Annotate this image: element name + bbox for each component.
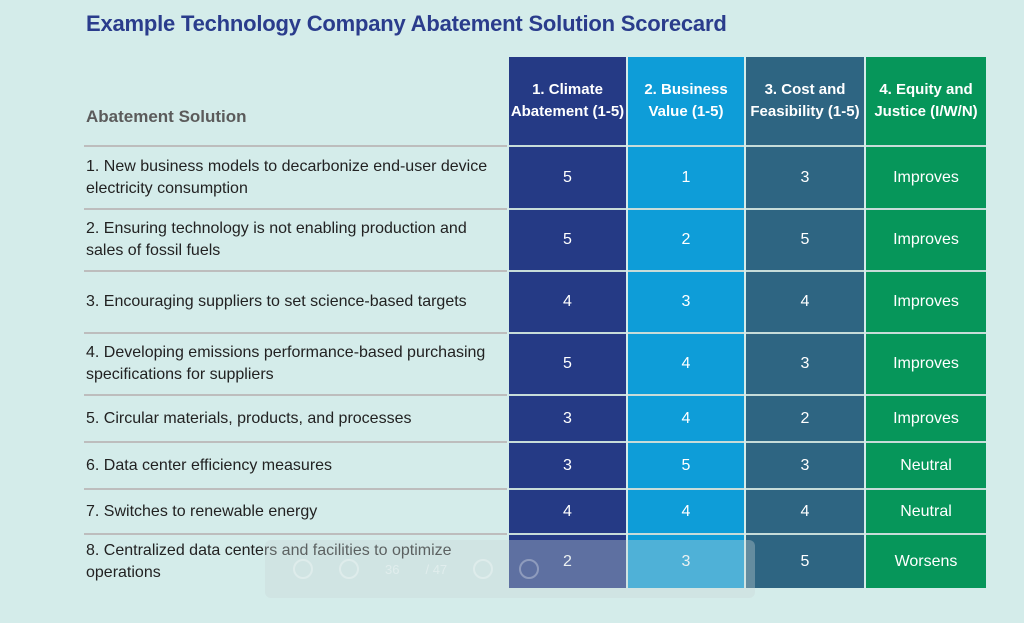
climate-score: 4 <box>509 488 626 533</box>
equity-rating: Improves <box>866 145 986 208</box>
climate-score: 4 <box>509 270 626 332</box>
business-score: 4 <box>628 394 744 441</box>
cost-score: 4 <box>746 488 864 533</box>
cost-score: 3 <box>746 332 864 394</box>
business-score: 2 <box>628 208 744 270</box>
equity-rating: Neutral <box>866 441 986 488</box>
page-total: / 47 <box>425 561 448 577</box>
solution-cell: 7. Switches to renewable energy <box>84 488 507 533</box>
climate-score: 5 <box>509 332 626 394</box>
business-score: 3 <box>628 270 744 332</box>
cost-score: 3 <box>746 145 864 208</box>
business-score: 5 <box>628 441 744 488</box>
solution-cell: 4. Developing emissions performance-base… <box>84 332 507 394</box>
equity-rating: Improves <box>866 332 986 394</box>
solution-cell: 3. Encouraging suppliers to set science-… <box>84 270 507 332</box>
business-score: 3 <box>628 533 744 588</box>
business-score: 4 <box>628 488 744 533</box>
climate-score: 5 <box>509 208 626 270</box>
pdf-viewer-toolbar: 36 / 47 <box>265 540 755 598</box>
page-down-icon[interactable] <box>339 559 359 579</box>
solution-cell: 6. Data center efficiency measures <box>84 441 507 488</box>
cost-score: 5 <box>746 208 864 270</box>
page-title: Example Technology Company Abatement Sol… <box>86 11 727 36</box>
equity-rating: Improves <box>866 394 986 441</box>
cost-score: 2 <box>746 394 864 441</box>
business-score: 1 <box>628 145 744 208</box>
page-number-input[interactable]: 36 <box>385 561 400 577</box>
cost-score: 5 <box>746 533 864 588</box>
climate-score: 3 <box>509 441 626 488</box>
column-header-business: 2. Business Value (1-5) <box>628 57 744 145</box>
zoom-in-icon[interactable] <box>519 559 540 579</box>
column-header-cost: 3. Cost and Feasibility (1-5) <box>746 57 864 145</box>
column-header-equity: 4. Equity and Justice (I/W/N) <box>866 57 986 145</box>
solution-cell: 5. Circular materials, products, and pro… <box>84 394 507 441</box>
column-header-climate: 1. Climate Abatement (1-5) <box>509 57 626 145</box>
equity-rating: Worsens <box>866 533 986 588</box>
solution-cell: 2. Ensuring technology is not enabling p… <box>84 208 507 270</box>
zoom-out-icon[interactable] <box>473 559 494 579</box>
cost-score: 3 <box>746 441 864 488</box>
climate-score: 5 <box>509 145 626 208</box>
equity-rating: Neutral <box>866 488 986 533</box>
solution-cell: 1. New business models to decarbonize en… <box>84 145 507 208</box>
climate-score: 3 <box>509 394 626 441</box>
equity-rating: Improves <box>866 270 986 332</box>
page-up-icon[interactable] <box>293 559 313 579</box>
cost-score: 4 <box>746 270 864 332</box>
solution-cell: 8. Centralized data centers and faciliti… <box>84 533 507 588</box>
scorecard-table: Abatement Solution 1. Climate Abatement … <box>84 57 986 588</box>
column-header-solution: Abatement Solution <box>86 107 247 126</box>
business-score: 4 <box>628 332 744 394</box>
equity-rating: Improves <box>866 208 986 270</box>
